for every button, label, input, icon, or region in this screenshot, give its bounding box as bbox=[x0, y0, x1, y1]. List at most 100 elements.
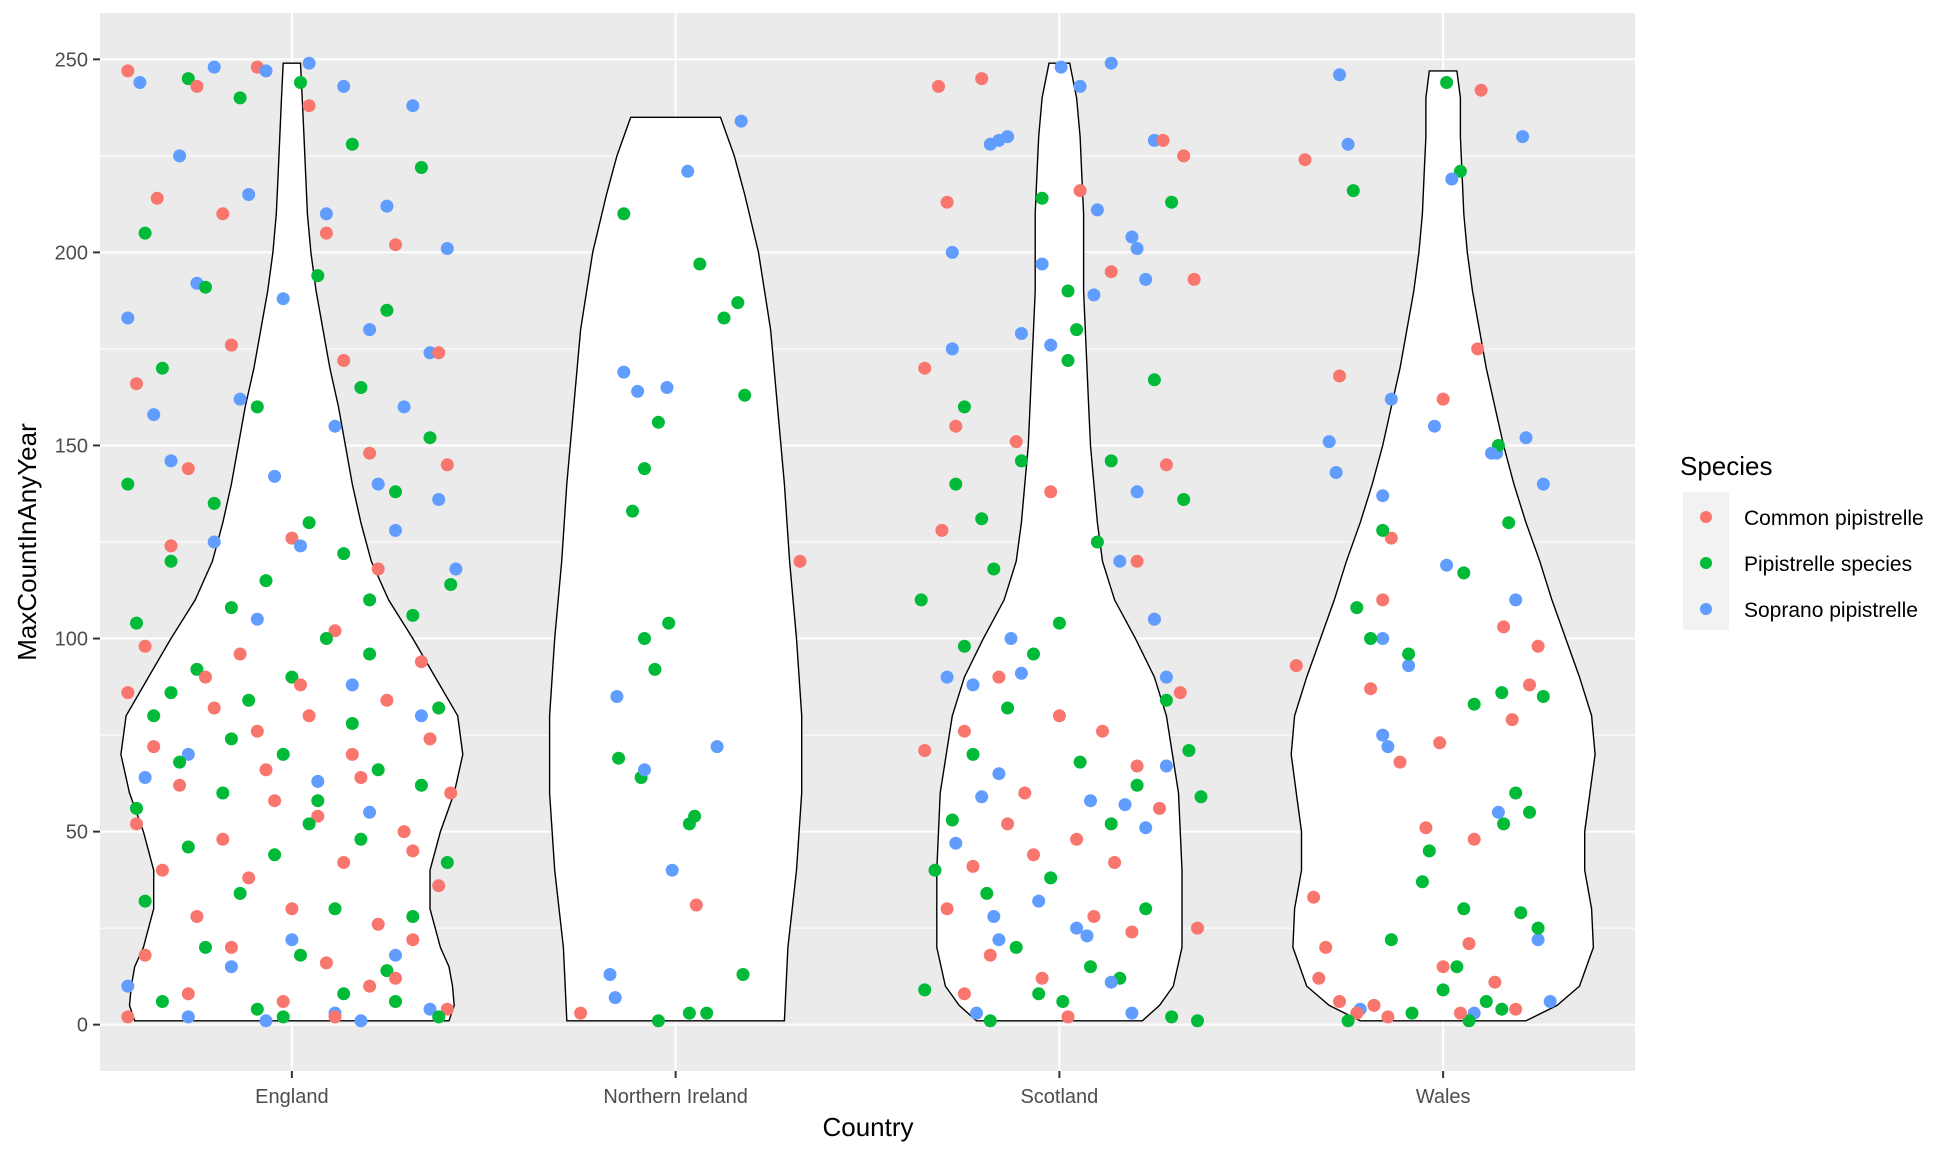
point-common-pipistrelle bbox=[1087, 910, 1101, 923]
point-common-pipistrelle bbox=[423, 732, 437, 746]
point-pipistrelle-species bbox=[1440, 76, 1454, 89]
point-pipistrelle-species bbox=[294, 76, 307, 89]
point-pipistrelle-species bbox=[389, 485, 402, 499]
point-pipistrelle-species bbox=[626, 504, 639, 518]
point-common-pipistrelle bbox=[444, 786, 458, 800]
legend-label-soprano-pipistrelle: Soprano pipistrelle bbox=[1744, 599, 1918, 622]
point-common-pipistrelle bbox=[1130, 759, 1144, 773]
point-soprano-pipistrelle bbox=[207, 60, 221, 74]
legend-key-soprano-pipistrelle bbox=[1700, 603, 1712, 615]
point-pipistrelle-species bbox=[957, 639, 971, 653]
point-common-pipistrelle bbox=[150, 191, 164, 205]
point-common-pipistrelle bbox=[1319, 940, 1333, 954]
point-pipistrelle-species bbox=[259, 574, 273, 588]
point-soprano-pipistrelle bbox=[138, 771, 152, 784]
point-pipistrelle-species bbox=[224, 601, 238, 615]
point-common-pipistrelle bbox=[1125, 925, 1139, 939]
point-pipistrelle-species bbox=[181, 72, 195, 86]
point-common-pipistrelle bbox=[1436, 392, 1450, 406]
point-soprano-pipistrelle bbox=[1080, 929, 1094, 943]
point-soprano-pipistrelle bbox=[121, 311, 135, 325]
point-pipistrelle-species bbox=[987, 562, 1001, 576]
point-pipistrelle-species bbox=[1191, 1014, 1204, 1028]
point-soprano-pipistrelle bbox=[276, 292, 290, 306]
point-common-pipistrelle bbox=[1153, 801, 1166, 815]
point-common-pipistrelle bbox=[354, 771, 368, 784]
x-tick-label-england: England bbox=[255, 1086, 328, 1108]
x-axis-ticks: England Northern Ireland Scotland Wales bbox=[255, 1071, 1471, 1108]
point-soprano-pipistrelle bbox=[1070, 921, 1084, 935]
point-common-pipistrelle bbox=[1312, 971, 1326, 985]
point-pipistrelle-species bbox=[406, 910, 420, 923]
point-common-pipistrelle bbox=[164, 539, 178, 553]
point-pipistrelle-species bbox=[651, 1014, 665, 1028]
point-soprano-pipistrelle bbox=[406, 99, 420, 113]
point-soprano-pipistrelle bbox=[631, 384, 645, 398]
point-soprano-pipistrelle bbox=[945, 245, 959, 259]
point-pipistrelle-species bbox=[1514, 906, 1528, 920]
point-pipistrelle-species bbox=[345, 717, 359, 730]
point-soprano-pipistrelle bbox=[1322, 435, 1336, 449]
point-pipistrelle-species bbox=[1346, 184, 1360, 198]
point-pipistrelle-species bbox=[1147, 373, 1161, 387]
point-soprano-pipistrelle bbox=[1118, 798, 1132, 812]
point-pipistrelle-species bbox=[207, 496, 221, 510]
point-pipistrelle-species bbox=[138, 894, 152, 908]
point-pipistrelle-species bbox=[294, 948, 307, 962]
point-soprano-pipistrelle bbox=[966, 678, 980, 692]
point-pipistrelle-species bbox=[199, 280, 212, 294]
point-soprano-pipistrelle bbox=[181, 1010, 195, 1024]
point-common-pipistrelle bbox=[1070, 832, 1084, 846]
point-common-pipistrelle bbox=[1436, 960, 1450, 974]
point-soprano-pipistrelle bbox=[345, 678, 359, 692]
point-common-pipistrelle bbox=[1052, 709, 1066, 723]
point-soprano-pipistrelle bbox=[1113, 554, 1127, 568]
x-axis-title: Country bbox=[822, 1112, 913, 1142]
point-soprano-pipistrelle bbox=[337, 79, 351, 93]
point-pipistrelle-species bbox=[216, 786, 230, 800]
point-pipistrelle-species bbox=[928, 863, 942, 877]
point-common-pipistrelle bbox=[371, 562, 385, 576]
x-tick-label-scotland: Scotland bbox=[1020, 1086, 1098, 1108]
point-pipistrelle-species bbox=[130, 616, 143, 630]
point-soprano-pipistrelle bbox=[1104, 56, 1118, 70]
point-pipistrelle-species bbox=[1509, 786, 1523, 800]
point-soprano-pipistrelle bbox=[665, 863, 679, 877]
point-common-pipistrelle bbox=[957, 987, 971, 1001]
point-soprano-pipistrelle bbox=[380, 199, 394, 213]
point-pipistrelle-species bbox=[380, 303, 394, 317]
point-pipistrelle-species bbox=[1061, 284, 1075, 298]
point-pipistrelle-species bbox=[949, 477, 963, 491]
point-soprano-pipistrelle bbox=[354, 1014, 368, 1028]
point-common-pipistrelle bbox=[121, 64, 135, 78]
point-common-pipistrelle bbox=[1523, 678, 1536, 692]
point-pipistrelle-species bbox=[918, 983, 932, 997]
point-pipistrelle-species bbox=[945, 813, 959, 827]
point-common-pipistrelle bbox=[285, 902, 299, 916]
point-common-pipistrelle bbox=[302, 99, 316, 113]
point-pipistrelle-species bbox=[354, 832, 368, 846]
point-soprano-pipistrelle bbox=[207, 535, 221, 549]
point-common-pipistrelle bbox=[932, 79, 945, 93]
point-common-pipistrelle bbox=[311, 809, 325, 823]
point-soprano-pipistrelle bbox=[259, 1014, 273, 1028]
point-pipistrelle-species bbox=[444, 578, 458, 591]
point-pipistrelle-species bbox=[345, 137, 359, 151]
point-common-pipistrelle bbox=[1393, 755, 1407, 769]
point-soprano-pipistrelle bbox=[1445, 172, 1459, 186]
point-common-pipistrelle bbox=[1531, 639, 1545, 653]
point-pipistrelle-species bbox=[1194, 790, 1208, 804]
point-soprano-pipistrelle bbox=[1159, 759, 1173, 773]
point-soprano-pipistrelle bbox=[945, 342, 959, 356]
point-soprano-pipistrelle bbox=[302, 56, 316, 70]
point-common-pipistrelle bbox=[207, 701, 221, 715]
point-common-pipistrelle bbox=[406, 844, 420, 858]
point-soprano-pipistrelle bbox=[259, 64, 273, 78]
point-pipistrelle-species bbox=[1495, 1002, 1509, 1016]
point-soprano-pipistrelle bbox=[1376, 632, 1390, 645]
point-common-pipistrelle bbox=[1156, 133, 1170, 147]
point-common-pipistrelle bbox=[975, 72, 989, 86]
point-pipistrelle-species bbox=[276, 1010, 290, 1024]
point-common-pipistrelle bbox=[1364, 682, 1378, 696]
point-common-pipistrelle bbox=[1027, 848, 1040, 862]
